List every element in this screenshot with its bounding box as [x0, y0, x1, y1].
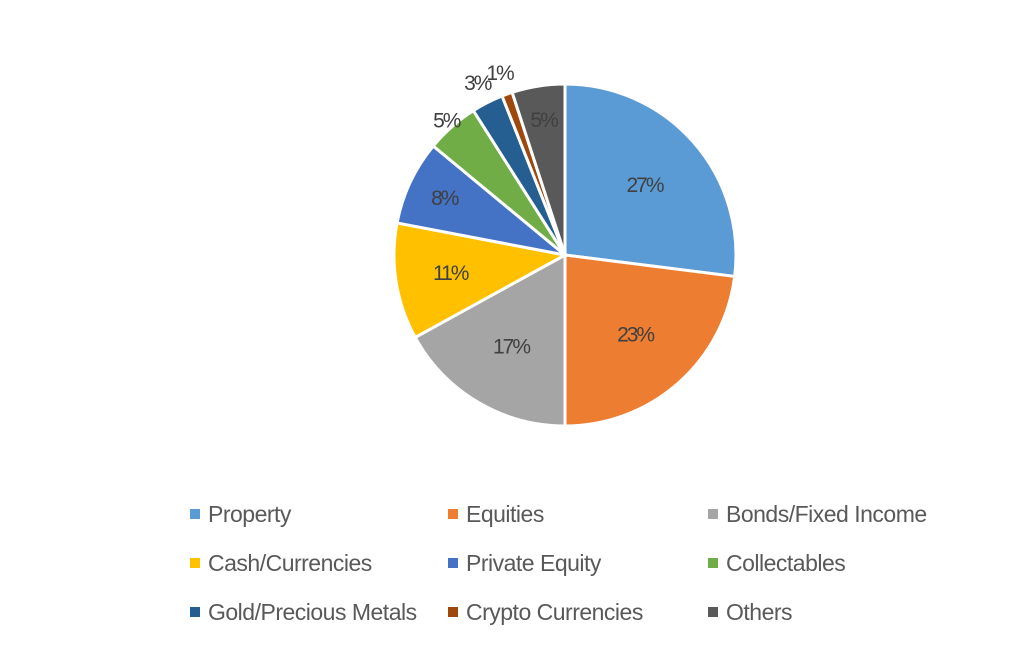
legend-item-bonds-fixed-income: Bonds/Fixed Income [708, 497, 990, 531]
legend-label-crypto-currencies: Crypto Currencies [466, 598, 643, 625]
legend-swatch-crypto-currencies [448, 607, 458, 617]
pie-slice-bonds-fixed-income [413, 253, 567, 428]
legend-item-collectables: Collectables [708, 546, 990, 580]
data-label-others: 5% [530, 109, 558, 132]
pie-slice-others [510, 82, 567, 257]
legend-item-gold-precious-metals: Gold/Precious Metals [190, 595, 448, 629]
data-label-bonds-fixed-income: 17% [493, 335, 530, 358]
legend-label-collectables: Collectables [726, 549, 846, 576]
legend-label-private-equity: Private Equity [466, 549, 601, 576]
data-label-equities: 23% [617, 324, 654, 347]
legend-label-property: Property [208, 500, 291, 527]
legend-label-gold-precious-metals: Gold/Precious Metals [208, 598, 417, 625]
pie-chart: 27% 23% 17% 11% 8% 5% 3% 1% 5% [392, 62, 738, 428]
legend-item-cash-currencies: Cash/Currencies [190, 546, 448, 580]
legend-swatch-collectables [708, 558, 718, 568]
data-label-crypto-currencies: 1% [486, 62, 514, 85]
legend-swatch-equities [448, 509, 458, 519]
legend-item-others: Others [708, 595, 990, 629]
data-label-private-equity: 8% [431, 187, 459, 210]
legend-swatch-bonds-fixed-income [708, 509, 718, 519]
legend-label-cash-currencies: Cash/Currencies [208, 549, 372, 576]
legend: Property Equities Bonds/Fixed Income Cash/C… [190, 497, 990, 644]
data-label-cash-currencies: 11% [433, 262, 469, 285]
legend-swatch-property [190, 509, 200, 519]
legend-item-equities: Equities [448, 497, 708, 531]
pie-chart-svg: 27%23%17%11%8%5%3%1%5% [392, 62, 738, 428]
legend-swatch-cash-currencies [190, 558, 200, 568]
data-label-gold-precious-metals: 3% [464, 72, 492, 95]
legend-label-others: Others [726, 598, 793, 625]
legend-item-property: Property [190, 497, 448, 531]
data-label-property: 27% [626, 174, 663, 197]
pie-slices [392, 82, 738, 428]
legend-label-bonds-fixed-income: Bonds/Fixed Income [726, 500, 927, 527]
legend-label-equities: Equities [466, 500, 544, 527]
data-label-collectables: 5% [433, 109, 461, 132]
legend-swatch-private-equity [448, 558, 458, 568]
pie-slice-equities [563, 253, 737, 428]
legend-swatch-others [708, 607, 718, 617]
pie-slice-property [563, 82, 738, 278]
legend-swatch-gold-precious-metals [190, 607, 200, 617]
legend-item-private-equity: Private Equity [448, 546, 708, 580]
legend-item-crypto-currencies: Crypto Currencies [448, 595, 708, 629]
pie-slice-cash-currencies [392, 221, 567, 339]
pie-data-labels: 27%23%17%11%8%5%3%1%5% [431, 62, 666, 358]
